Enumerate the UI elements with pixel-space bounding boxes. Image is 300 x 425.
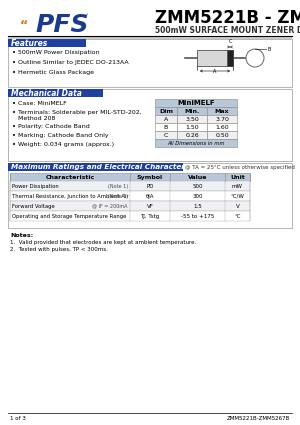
Text: 500mW Power Dissipation: 500mW Power Dissipation <box>18 50 100 55</box>
Bar <box>155 107 177 115</box>
Text: 1 of 3: 1 of 3 <box>10 416 26 421</box>
Text: •: • <box>12 101 16 107</box>
Bar <box>155 123 177 131</box>
Text: •: • <box>12 142 16 148</box>
Text: TJ, Tstg: TJ, Tstg <box>140 213 160 218</box>
Bar <box>10 173 250 181</box>
Bar <box>227 50 233 66</box>
Text: Terminals: Solderable per MIL-STD-202,: Terminals: Solderable per MIL-STD-202, <box>18 110 142 115</box>
Bar <box>177 123 207 131</box>
Bar <box>155 115 177 123</box>
Bar <box>207 107 237 115</box>
Bar <box>207 131 237 139</box>
Text: •: • <box>12 110 16 116</box>
Text: •: • <box>12 50 16 56</box>
Bar <box>155 139 237 147</box>
Bar <box>177 131 207 139</box>
Text: Polarity: Cathode Band: Polarity: Cathode Band <box>18 124 90 129</box>
Text: ZMM5221B-ZMM5267B: ZMM5221B-ZMM5267B <box>227 416 290 421</box>
Text: Outline Similar to JEDEC DO-213AA: Outline Similar to JEDEC DO-213AA <box>18 60 129 65</box>
Text: °C: °C <box>234 213 241 218</box>
Bar <box>155 99 237 107</box>
Bar <box>10 181 250 191</box>
Text: @ TA = 25°C unless otherwise specified: @ TA = 25°C unless otherwise specified <box>185 164 295 170</box>
Text: B: B <box>267 46 270 51</box>
Text: 3.70: 3.70 <box>215 116 229 122</box>
Text: PD: PD <box>146 184 154 189</box>
Text: 500mW SURFACE MOUNT ZENER DIODE: 500mW SURFACE MOUNT ZENER DIODE <box>155 26 300 34</box>
Text: θJA: θJA <box>146 193 154 198</box>
Text: C: C <box>228 39 232 44</box>
Text: Dim: Dim <box>159 108 173 113</box>
Text: •: • <box>12 60 16 66</box>
Text: VF: VF <box>147 204 153 209</box>
Bar <box>177 107 207 115</box>
Text: A: A <box>164 116 168 122</box>
Text: Method 208: Method 208 <box>18 116 56 121</box>
Text: 0.50: 0.50 <box>215 133 229 138</box>
Bar <box>177 115 207 123</box>
Text: 0.26: 0.26 <box>185 133 199 138</box>
Bar <box>197 50 233 66</box>
Bar <box>10 201 250 211</box>
Text: 1.  Valid provided that electrodes are kept at ambient temperature.: 1. Valid provided that electrodes are ke… <box>10 240 196 245</box>
Text: ✓: ✓ <box>83 14 88 19</box>
Text: Value: Value <box>188 175 207 179</box>
Bar <box>207 115 237 123</box>
Text: 300: 300 <box>192 193 203 198</box>
Text: 1.50: 1.50 <box>185 125 199 130</box>
Bar <box>207 123 237 131</box>
Text: PFS: PFS <box>35 13 88 37</box>
Text: •: • <box>12 124 16 130</box>
Bar <box>8 89 103 97</box>
Text: B: B <box>164 125 168 130</box>
Text: C: C <box>164 133 168 138</box>
Text: @ IF = 200mA: @ IF = 200mA <box>92 204 128 209</box>
Text: All Dimensions in mm: All Dimensions in mm <box>167 141 225 145</box>
Text: ZMM5221B - ZMM5267B: ZMM5221B - ZMM5267B <box>155 9 300 27</box>
Text: Characteristic: Characteristic <box>45 175 94 179</box>
Text: Notes:: Notes: <box>10 233 33 238</box>
Bar <box>8 89 292 161</box>
Text: Marking: Cathode Band Only: Marking: Cathode Band Only <box>18 133 109 138</box>
Text: •: • <box>12 70 16 76</box>
Text: Unit: Unit <box>230 175 245 179</box>
Text: MiniMELF: MiniMELF <box>177 100 215 106</box>
Bar <box>155 131 177 139</box>
Text: °C/W: °C/W <box>231 193 244 198</box>
Text: 1.60: 1.60 <box>215 125 229 130</box>
Bar <box>8 163 183 171</box>
Text: Weight: 0.034 grams (approx.): Weight: 0.034 grams (approx.) <box>18 142 114 147</box>
Text: (Note 1): (Note 1) <box>108 184 128 189</box>
Text: Maximum Ratings and Electrical Characteristics: Maximum Ratings and Electrical Character… <box>11 164 206 170</box>
Text: A: A <box>213 69 217 74</box>
Text: (Note 1): (Note 1) <box>108 193 128 198</box>
Text: 1.5: 1.5 <box>193 204 202 209</box>
Text: Symbol: Symbol <box>137 175 163 179</box>
Text: 500: 500 <box>192 184 203 189</box>
Text: V: V <box>236 204 239 209</box>
Text: Case: MiniMELF: Case: MiniMELF <box>18 101 67 106</box>
Text: 2.  Tested with pulses, TP < 300ms.: 2. Tested with pulses, TP < 300ms. <box>10 247 108 252</box>
Text: Hermetic Glass Package: Hermetic Glass Package <box>18 70 94 75</box>
Text: “: “ <box>20 19 28 31</box>
Text: Operating and Storage Temperature Range: Operating and Storage Temperature Range <box>12 213 126 218</box>
Bar <box>8 39 86 47</box>
Bar <box>10 211 250 221</box>
Text: 3.50: 3.50 <box>185 116 199 122</box>
Bar <box>10 191 250 201</box>
Text: Forward Voltage: Forward Voltage <box>12 204 55 209</box>
Text: Power Dissipation: Power Dissipation <box>12 184 59 189</box>
Bar <box>8 163 292 228</box>
Text: mW: mW <box>232 184 243 189</box>
Text: Thermal Resistance, Junction to Ambient Air: Thermal Resistance, Junction to Ambient … <box>12 193 129 198</box>
Bar <box>8 39 292 87</box>
Text: -55 to +175: -55 to +175 <box>181 213 214 218</box>
Text: Mechanical Data: Mechanical Data <box>11 88 82 97</box>
Text: Max: Max <box>215 108 229 113</box>
Text: •: • <box>12 133 16 139</box>
Text: Features: Features <box>11 39 48 48</box>
Text: Min.: Min. <box>184 108 200 113</box>
